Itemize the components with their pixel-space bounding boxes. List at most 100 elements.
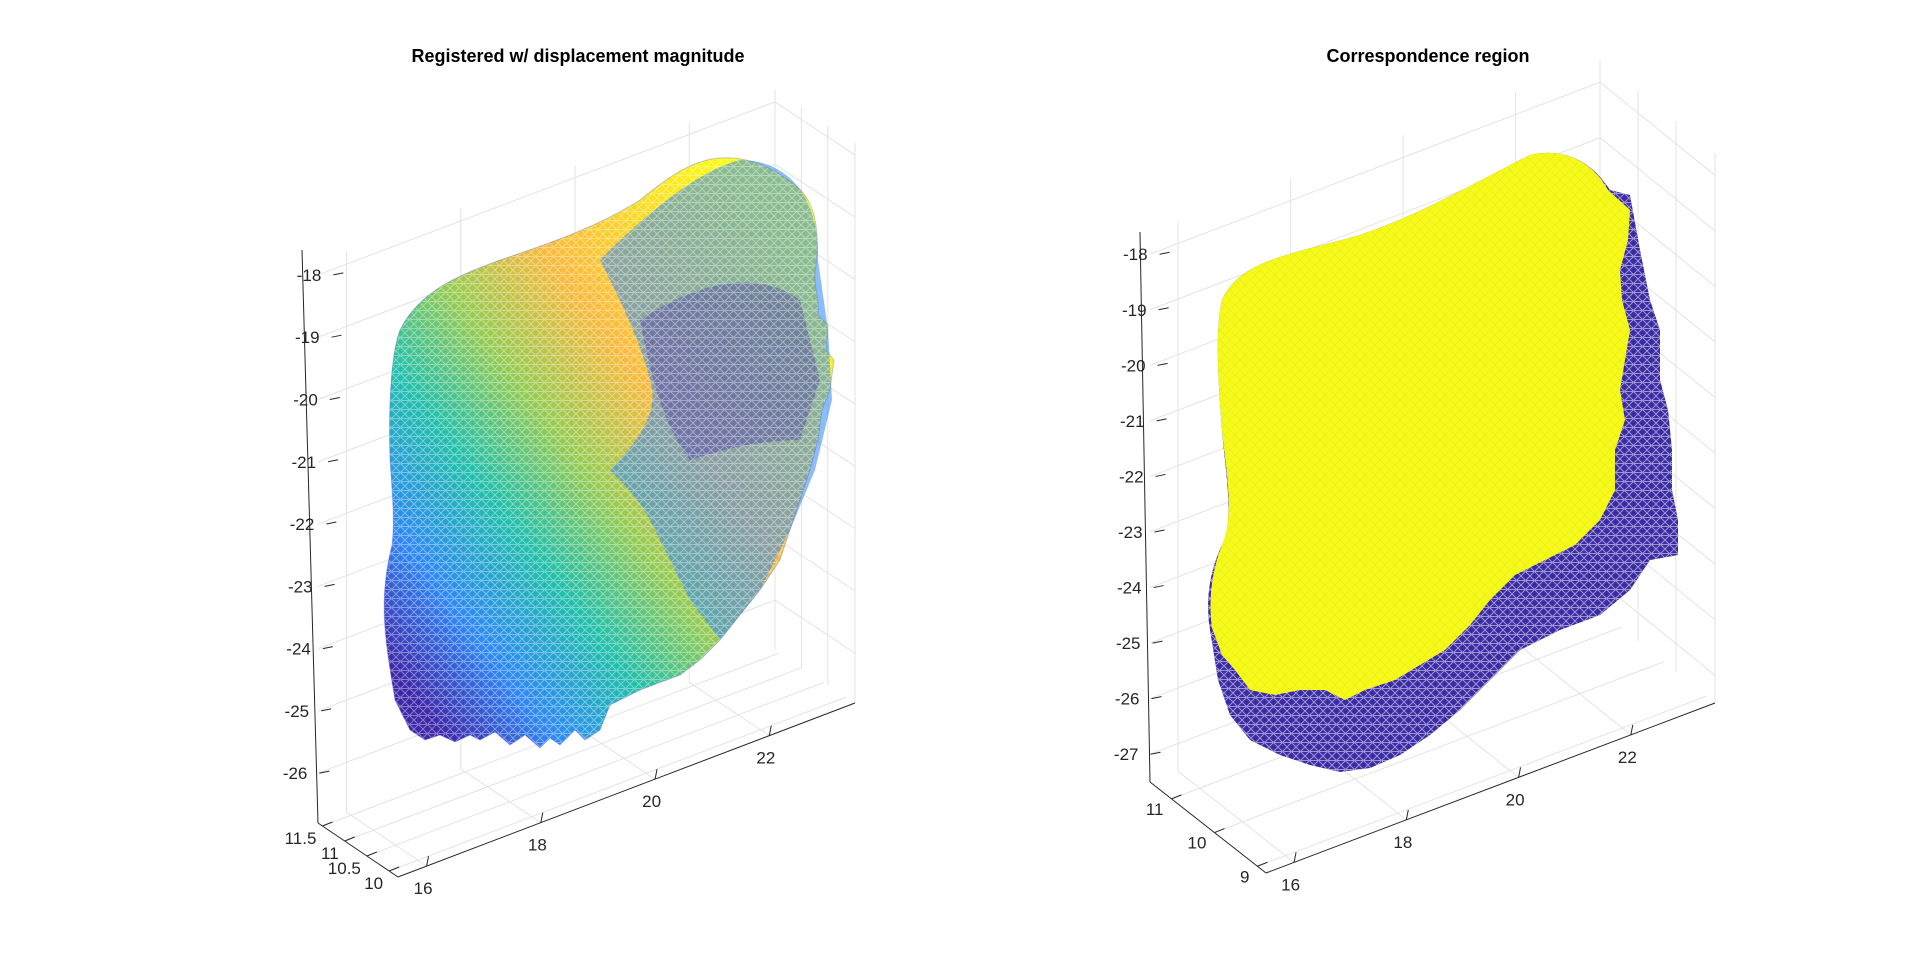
- grid-line: [344, 667, 802, 842]
- z-tick-mark: [333, 272, 344, 276]
- grid-line: [1515, 641, 1632, 736]
- x-tick-mark: [1630, 724, 1634, 735]
- z-tick-label: -19: [1122, 301, 1147, 320]
- grid-line: [774, 537, 856, 592]
- z-axis-line: [1139, 231, 1151, 783]
- y-tick-label: 11.5: [285, 829, 317, 848]
- y-tick-mark: [322, 821, 333, 827]
- x-tick-label: 20: [1506, 790, 1525, 809]
- z-tick-mark: [1156, 418, 1167, 422]
- x-axis-line: [397, 702, 856, 878]
- x-tick-label: 16: [1281, 875, 1300, 894]
- tick-labels-right: 16 18 20 22 9 10 11 -27 -26 -25 -24 -23 -22 -21 -20 -19…: [1114, 245, 1637, 894]
- z-tick-mark: [326, 521, 337, 525]
- z-tick-label: -20: [1121, 356, 1146, 375]
- grid-line: [388, 696, 847, 872]
- z-tick-label: -24: [286, 640, 311, 659]
- grid-line: [322, 652, 780, 827]
- grid-line: [366, 681, 825, 857]
- z-tick-label: -24: [1117, 579, 1142, 598]
- grid-line: [1177, 770, 1295, 863]
- grid-line: [1214, 661, 1665, 834]
- z-tick-label: -26: [283, 764, 308, 783]
- z-tick-label: -21: [292, 453, 317, 472]
- y-axis-line: [317, 822, 399, 878]
- y-tick-label: 11: [321, 844, 339, 863]
- grid-line: [317, 101, 776, 276]
- grid-line: [1257, 695, 1707, 867]
- z-tick-label: -18: [297, 266, 322, 285]
- y-tick-label: 11: [1146, 800, 1164, 819]
- y-tick-label: 10: [364, 874, 383, 893]
- grid-line: [1149, 81, 1601, 255]
- mesh-surface-left: [383, 157, 835, 749]
- z-tick-label: -21: [1120, 412, 1145, 431]
- z-tick-mark: [329, 396, 340, 400]
- z-tick-mark: [322, 646, 333, 650]
- x-tick-label: 20: [642, 792, 661, 811]
- x-tick-label: 22: [756, 749, 775, 768]
- grid-line: [774, 599, 856, 654]
- y-tick-mark: [1257, 861, 1268, 867]
- x-tick-mark: [1518, 767, 1522, 778]
- x-tick-mark: [654, 769, 658, 780]
- grid-line: [460, 768, 542, 824]
- x-tick-mark: [1405, 809, 1409, 820]
- z-tick-mark: [1150, 751, 1161, 755]
- y-tick-mark: [1214, 828, 1225, 834]
- grid-line: [1599, 81, 1716, 176]
- chart-panel-right: 16 18 20 22 9 10 11 -27 -26 -25 -24 -23 -22 -21 -20 -19…: [1114, 60, 1716, 894]
- z-tick-mark: [1153, 585, 1164, 589]
- z-tick-label: -19: [295, 328, 320, 347]
- y-tick-mark: [366, 851, 378, 857]
- grid-line: [774, 101, 856, 156]
- mesh-surface-right: [1208, 152, 1678, 772]
- z-tick-label: -26: [1115, 690, 1140, 709]
- z-tick-label: -20: [293, 390, 318, 409]
- z-tick-mark: [327, 459, 339, 463]
- x-tick-label: 16: [414, 879, 433, 898]
- chart-title-left: Registered w/ displacement magnitude: [411, 46, 745, 66]
- z-tick-mark: [1157, 362, 1168, 366]
- surface-mesh-lines: [384, 157, 834, 748]
- z-tick-label: -23: [288, 577, 313, 596]
- z-tick-label: -25: [1116, 634, 1141, 653]
- z-tick-label: -22: [1119, 467, 1144, 486]
- grid-line: [774, 163, 856, 218]
- y-tick-mark: [388, 866, 400, 872]
- chart-title-right: Correspondence region: [1326, 46, 1530, 66]
- z-tick-mark: [319, 770, 330, 774]
- surface-outline: [383, 157, 835, 749]
- z-tick-label: -23: [1118, 523, 1143, 542]
- axes-left: [301, 249, 856, 878]
- axes-right: [1139, 231, 1716, 874]
- surface-correspondence-mesh: [1210, 152, 1630, 700]
- y-tick-label: 9: [1240, 867, 1249, 886]
- y-tick-mark: [1171, 794, 1182, 800]
- y-tick-label: 10: [1188, 834, 1207, 853]
- z-tick-mark: [1154, 529, 1165, 533]
- z-tick-label: -25: [285, 702, 310, 721]
- z-tick-mark: [331, 334, 342, 338]
- z-tick-mark: [1159, 251, 1170, 255]
- x-tick-mark: [540, 812, 544, 823]
- y-tick-mark: [344, 836, 355, 842]
- grid-line: [346, 811, 427, 867]
- grid-line: [1599, 137, 1716, 232]
- z-axis-line: [301, 249, 319, 824]
- x-tick-label: 18: [1393, 833, 1412, 852]
- x-axis-line: [1265, 702, 1716, 874]
- z-tick-mark: [321, 708, 332, 712]
- x-tick-label: 18: [528, 836, 547, 855]
- x-tick-mark: [426, 856, 430, 867]
- x-tick-mark: [768, 725, 772, 736]
- z-tick-label: -27: [1114, 745, 1139, 764]
- y-axis-line: [1149, 781, 1267, 874]
- x-tick-label: 22: [1618, 748, 1637, 767]
- z-tick-label: -18: [1123, 245, 1148, 264]
- z-tick-mark: [1151, 696, 1162, 700]
- z-tick-mark: [1158, 307, 1169, 311]
